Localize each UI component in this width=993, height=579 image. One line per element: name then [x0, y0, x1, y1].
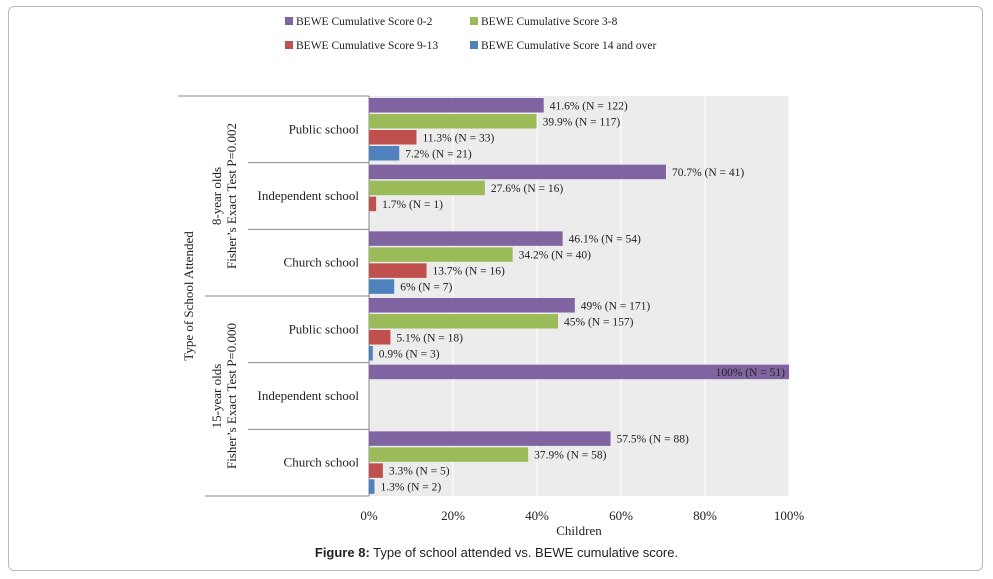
bar: [369, 463, 383, 478]
legend-swatch: [470, 17, 478, 25]
bar: [369, 98, 544, 113]
bar: [369, 130, 417, 145]
data-label: 57.5% (N = 88): [617, 434, 689, 446]
bar: [369, 263, 427, 278]
bar: [369, 330, 391, 345]
data-label: 100% (N = 51): [716, 367, 786, 379]
data-label: 34.2% (N = 40): [519, 250, 591, 262]
data-label: 11.3% (N = 33): [422, 132, 494, 144]
legend-swatch: [470, 41, 478, 49]
bar: [369, 180, 485, 196]
data-label: 37.9% (N = 58): [534, 450, 606, 462]
data-label: 3.3% (N = 5): [389, 466, 450, 478]
bar: [369, 314, 558, 329]
x-tick-label: 20%: [441, 508, 465, 523]
category-label: Church school: [284, 255, 360, 270]
group-sublabel: Fisher’s Exact Test P=0.000: [224, 323, 239, 469]
bar: [369, 247, 513, 262]
data-label: 7.2% (N = 21): [405, 148, 472, 160]
y-axis-title: Type of School Attended: [181, 231, 196, 361]
x-tick-label: 80%: [693, 508, 717, 523]
data-label: 27.6% (N = 16): [491, 183, 563, 195]
category-label: Public school: [289, 121, 360, 136]
bar: [369, 164, 666, 180]
bar: [369, 364, 789, 380]
plot-area: [369, 96, 789, 496]
group-label: 8-year olds: [209, 167, 224, 225]
legend-swatch: [285, 17, 293, 25]
data-label: 1.7% (N = 1): [382, 199, 443, 211]
bar: [369, 346, 373, 361]
bar: [369, 231, 563, 246]
group-label: 15-year olds: [209, 364, 224, 429]
bar: [369, 196, 377, 212]
bar: [369, 479, 375, 494]
caption-label: Figure 8:: [314, 545, 370, 560]
data-label: 41.6% (N = 122): [550, 100, 628, 112]
data-label: 6% (N = 7): [400, 282, 452, 294]
data-label: 5.1% (N = 18): [396, 332, 463, 344]
bar: [369, 447, 529, 462]
data-label: 46.1% (N = 54): [569, 234, 641, 246]
data-label: 0.9% (N = 3): [379, 348, 440, 360]
bar: [369, 298, 575, 313]
bar: [369, 114, 537, 129]
x-tick-label: 0%: [360, 508, 378, 523]
category-label: Independent school: [258, 188, 360, 203]
group-sublabel: Fisher’s Exact Test P=0.002: [224, 123, 239, 269]
figure-caption: Figure 8: Type of school attended vs. BE…: [0, 545, 993, 560]
legend-label: BEWE Cumulative Score 3-8: [481, 16, 618, 28]
bar: [369, 146, 400, 161]
x-tick-label: 40%: [525, 508, 549, 523]
data-label: 49% (N = 171): [581, 300, 651, 312]
legend-swatch: [285, 41, 293, 49]
data-label: 45% (N = 157): [564, 316, 634, 328]
x-tick-label: 100%: [774, 508, 805, 523]
category-label: Independent school: [258, 388, 360, 403]
data-label: 13.7% (N = 16): [433, 266, 505, 278]
caption-text: Type of school attended vs. BEWE cumulat…: [373, 545, 679, 560]
legend-label: BEWE Cumulative Score 14 and over: [481, 40, 657, 52]
x-axis-title: Children: [556, 523, 602, 538]
x-tick-label: 60%: [609, 508, 633, 523]
bar: [369, 431, 611, 446]
legend-label: BEWE Cumulative Score 0-2: [296, 16, 433, 28]
data-label: 70.7% (N = 41): [672, 167, 744, 179]
bar: [369, 279, 395, 294]
data-label: 39.9% (N = 117): [543, 116, 621, 128]
data-label: 1.3% (N = 2): [380, 482, 441, 494]
category-label: Church school: [284, 455, 360, 470]
legend-label: BEWE Cumulative Score 9-13: [296, 40, 438, 52]
category-label: Public school: [289, 321, 360, 336]
